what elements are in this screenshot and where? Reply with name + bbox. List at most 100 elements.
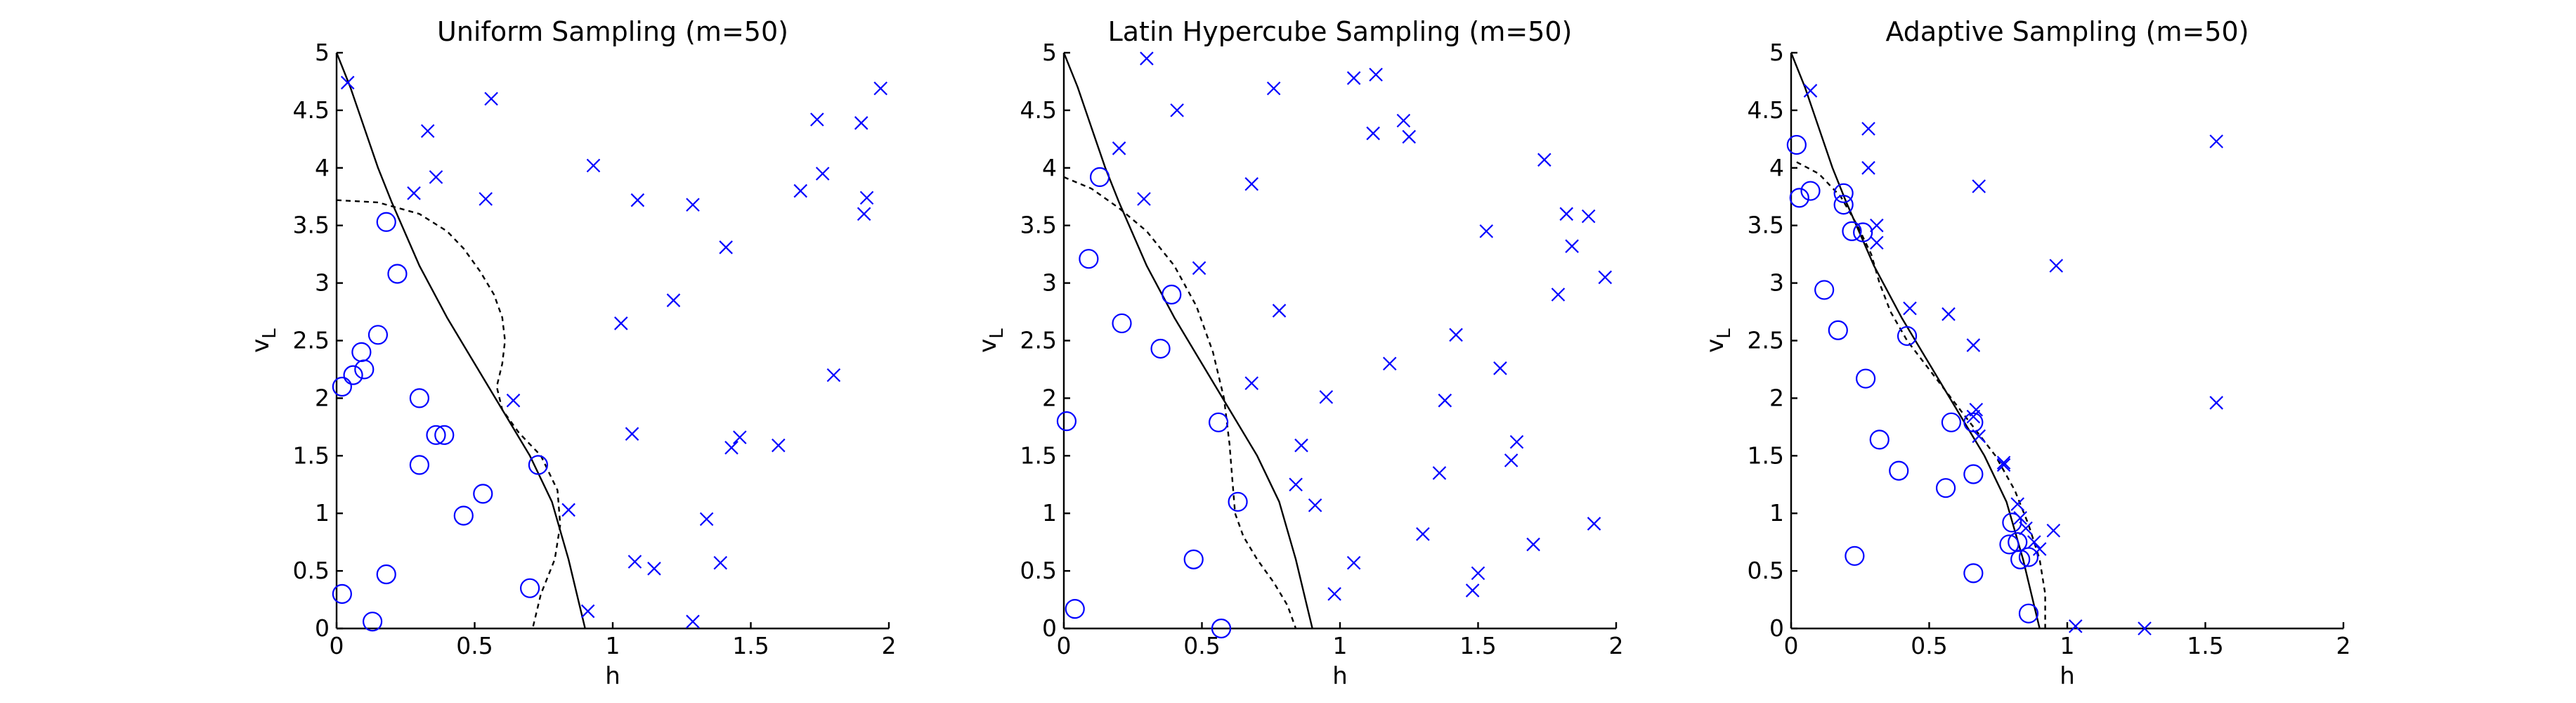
cross-point xyxy=(666,293,681,307)
x-tick-label: 1.5 xyxy=(2187,632,2223,659)
cross-point xyxy=(1432,466,1447,480)
solid-boundary-curve xyxy=(1062,52,1313,629)
y-tick-label: 4.5 xyxy=(1748,96,1784,124)
x-tick-label: 1.5 xyxy=(732,632,769,659)
cross-point xyxy=(2019,521,2033,536)
y-tick-label: 5 xyxy=(1769,39,1784,66)
y-tick-label: 5 xyxy=(1042,39,1057,66)
y-tick-label: 4 xyxy=(1769,154,1784,181)
circle-point xyxy=(1228,491,1248,512)
cross-point xyxy=(810,112,824,127)
y-tick-label: 0 xyxy=(1769,614,1784,642)
circle-point xyxy=(2018,603,2039,624)
cross-point xyxy=(1493,361,1507,375)
circle-point xyxy=(1833,183,1854,203)
cross-point xyxy=(1294,438,1308,453)
y-axis-label-sub: L xyxy=(259,328,280,339)
cross-point xyxy=(1346,71,1361,85)
circle-point xyxy=(1183,549,1204,569)
y-tick-label: 3 xyxy=(315,269,330,297)
circle-point xyxy=(1963,563,1984,583)
circle-point xyxy=(1814,280,1835,300)
circle-point xyxy=(1963,464,1984,484)
cross-point xyxy=(686,198,700,212)
x-tick-label: 1 xyxy=(2060,632,2075,659)
circle-point xyxy=(332,376,352,397)
y-tick-label: 0 xyxy=(1042,614,1057,642)
y-axis-label-sub: L xyxy=(1714,328,1735,339)
cross-point xyxy=(2046,523,2061,538)
cross-point xyxy=(1449,328,1463,342)
cross-point xyxy=(1559,207,1574,221)
x-tick-label: 0.5 xyxy=(1183,632,1220,659)
cross-point xyxy=(479,192,493,206)
cross-point xyxy=(793,183,808,198)
x-tick-label: 0.5 xyxy=(1911,632,1947,659)
circle-point xyxy=(367,325,389,345)
x-axis-label: h xyxy=(1332,662,1348,690)
circle-point xyxy=(434,425,455,445)
x-tick-label: 2 xyxy=(2336,632,2351,659)
circle-point xyxy=(1828,320,1848,340)
cross-point xyxy=(1903,301,1917,316)
circle-point xyxy=(1869,430,1889,450)
cross-point xyxy=(1327,587,1341,601)
cross-point xyxy=(1861,122,1875,136)
y-tick-label: 3.5 xyxy=(293,212,330,239)
cross-point xyxy=(859,191,874,205)
y-tick-label: 3 xyxy=(1769,269,1784,297)
cross-point xyxy=(1396,113,1411,128)
y-tick-label: 0.5 xyxy=(293,557,330,584)
cross-point xyxy=(1861,161,1875,175)
y-tick-label: 2 xyxy=(315,384,330,411)
cross-point xyxy=(1289,477,1303,492)
y-tick-label: 2 xyxy=(1769,384,1784,411)
cross-point xyxy=(1587,517,1601,531)
cross-point xyxy=(614,316,628,330)
circle-point xyxy=(1789,188,1809,208)
cross-point xyxy=(2069,619,2083,633)
y-axis-label: vL xyxy=(1701,328,1735,353)
cross-point xyxy=(733,430,747,444)
cross-point xyxy=(2010,497,2025,511)
circle-point xyxy=(1079,249,1099,269)
circle-point xyxy=(332,583,352,604)
cross-point xyxy=(1140,51,1154,65)
dashed-boundary-curve xyxy=(1796,161,2046,628)
cross-point xyxy=(719,240,733,254)
circle-point xyxy=(1842,221,1862,241)
y-axis-label-main: v xyxy=(1701,339,1729,353)
y-tick-label: 1 xyxy=(1042,499,1057,527)
circle-point xyxy=(1211,618,1232,639)
circle-point xyxy=(409,455,430,475)
x-tick-label: 1.5 xyxy=(1459,632,1496,659)
solid-boundary-curve xyxy=(335,52,586,629)
circle-point xyxy=(351,342,372,362)
cross-point xyxy=(1170,103,1184,117)
cross-point xyxy=(857,207,871,221)
x-tick-label: 1 xyxy=(1333,632,1348,659)
cross-point xyxy=(1870,218,1884,233)
circle-point xyxy=(1150,338,1171,359)
y-tick-label: 3.5 xyxy=(1748,212,1784,239)
cross-point xyxy=(1504,453,1518,467)
cross-point xyxy=(1551,288,1566,302)
circle-point xyxy=(1941,412,1962,432)
cross-point xyxy=(420,124,435,138)
cross-point xyxy=(1137,192,1151,206)
dashed-boundary-curve xyxy=(1063,176,1297,629)
cross-point xyxy=(1438,393,1452,408)
y-axis-label-main: v xyxy=(974,339,1002,353)
circle-point xyxy=(1800,181,1821,201)
cross-point xyxy=(561,503,575,517)
chart-title: Adaptive Sampling (m=50) xyxy=(1885,16,2249,47)
circle-point xyxy=(473,484,493,504)
cross-point xyxy=(1319,389,1334,404)
circle-point xyxy=(1935,478,1956,498)
circle-point xyxy=(1889,460,1909,481)
y-tick-label: 1.5 xyxy=(1020,441,1057,469)
chart-title: Uniform Sampling (m=50) xyxy=(437,16,788,47)
circle-point xyxy=(362,612,383,632)
cross-point xyxy=(772,438,786,453)
